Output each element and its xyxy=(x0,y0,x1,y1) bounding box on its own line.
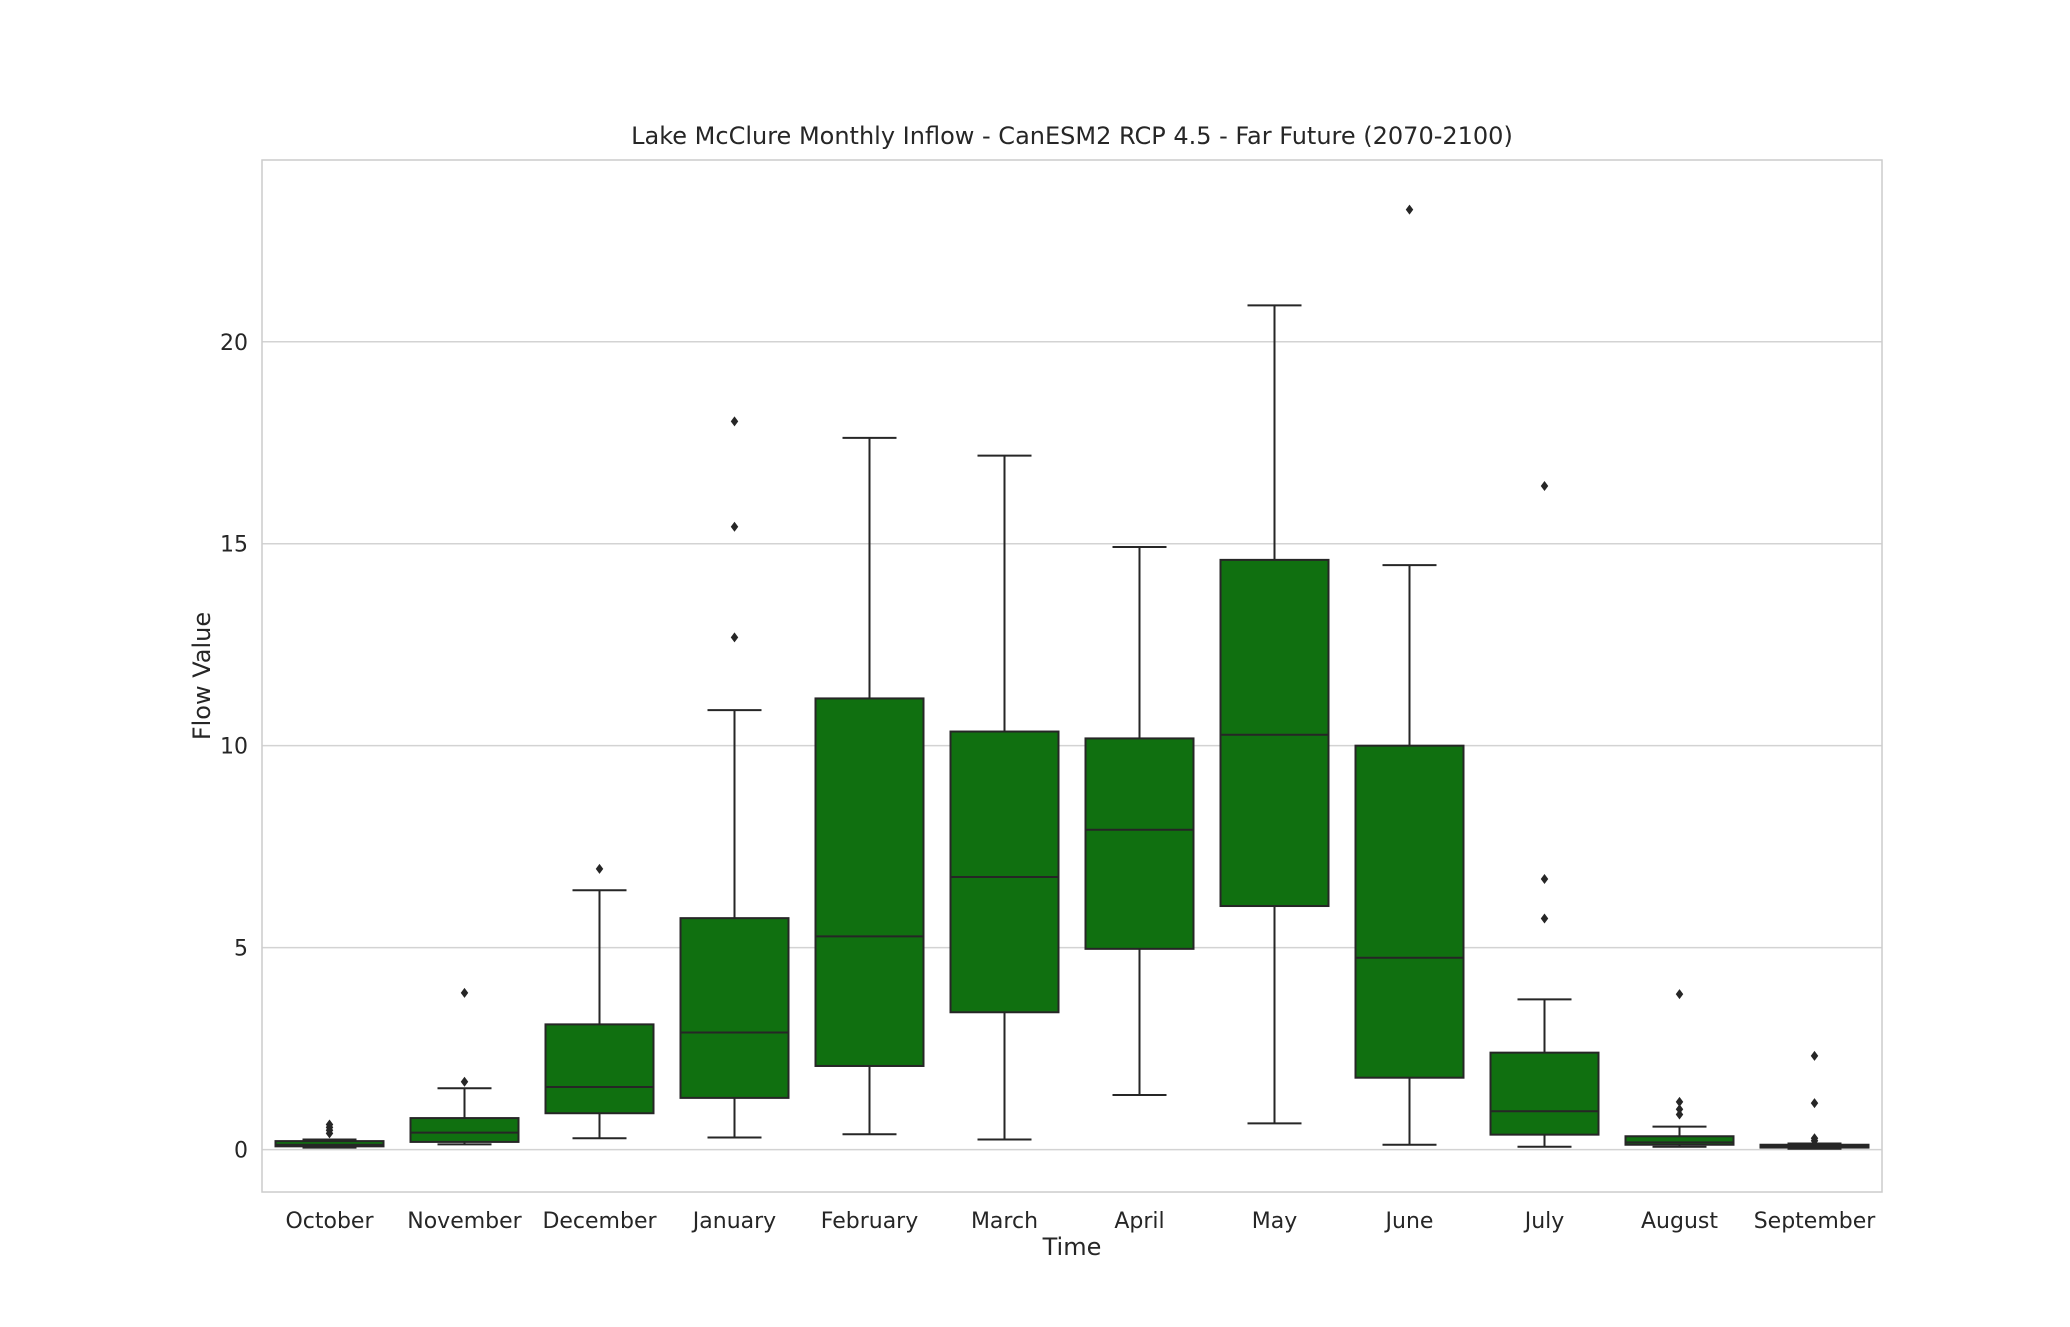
box-group xyxy=(1489,480,1600,1148)
box-group xyxy=(679,416,790,1139)
iqr-box xyxy=(949,730,1060,1014)
outlier-point xyxy=(730,632,739,643)
box-group xyxy=(1084,545,1195,1097)
outlier-point xyxy=(1810,1098,1819,1109)
outlier-point xyxy=(1675,989,1684,1000)
outlier-point xyxy=(730,521,739,532)
x-tick-label: November xyxy=(407,1209,522,1234)
iqr-box xyxy=(814,697,925,1067)
plot-frame xyxy=(261,159,1883,1193)
x-tick-label: February xyxy=(821,1209,919,1234)
y-axis-ticks: 0 5 10 15 20 xyxy=(220,331,248,1164)
x-tick-label: December xyxy=(542,1209,657,1234)
box-group xyxy=(409,987,520,1146)
outlier-point xyxy=(1540,913,1549,924)
y-tick-label: 20 xyxy=(220,331,248,356)
iqr-box xyxy=(409,1117,520,1143)
outlier-point xyxy=(1810,1133,1819,1144)
iqr-box xyxy=(274,1140,385,1148)
y-tick-label: 5 xyxy=(234,937,248,962)
box-group xyxy=(544,863,655,1140)
iqr-box xyxy=(1624,1135,1735,1146)
outlier-point xyxy=(1540,480,1549,491)
x-tick-label: April xyxy=(1114,1209,1164,1234)
x-tick-label: September xyxy=(1754,1209,1877,1234)
y-tick-label: 10 xyxy=(220,735,248,760)
outlier-point xyxy=(325,1119,334,1130)
box-group xyxy=(814,436,925,1136)
box-group xyxy=(1219,304,1330,1125)
y-axis-label: Flow Value xyxy=(188,612,216,740)
x-tick-label: October xyxy=(285,1209,374,1234)
outlier-point xyxy=(595,863,604,874)
iqr-box xyxy=(679,917,790,1099)
outlier-point xyxy=(1675,1096,1684,1107)
box-group xyxy=(1759,1050,1870,1150)
iqr-box xyxy=(1084,737,1195,950)
x-tick-label: June xyxy=(1384,1209,1434,1234)
box-group xyxy=(274,1119,385,1149)
iqr-box xyxy=(1219,558,1330,908)
y-tick-label: 15 xyxy=(220,533,248,558)
outlier-point xyxy=(1675,1104,1684,1115)
x-axis-ticks: October November December January February Ma… xyxy=(285,1209,1876,1234)
box-group xyxy=(949,454,1060,1141)
x-axis-label: Time xyxy=(1042,1233,1102,1261)
outlier-point xyxy=(1405,204,1414,215)
outlier-point xyxy=(730,416,739,427)
x-tick-label: March xyxy=(971,1209,1038,1234)
box-group xyxy=(1354,204,1465,1146)
box-group xyxy=(1624,989,1735,1148)
outlier-point xyxy=(1675,1109,1684,1120)
x-tick-label: January xyxy=(691,1209,776,1234)
outlier-point xyxy=(460,1076,469,1087)
iqr-box xyxy=(544,1023,655,1115)
outlier-point xyxy=(1540,873,1549,884)
outlier-point xyxy=(460,987,469,998)
outlier-point xyxy=(1810,1050,1819,1061)
iqr-box xyxy=(1489,1051,1600,1136)
grid-lines xyxy=(262,341,1882,1151)
x-tick-label: July xyxy=(1523,1209,1565,1234)
iqr-box xyxy=(1354,744,1465,1079)
x-tick-label: May xyxy=(1252,1209,1297,1234)
box-plots xyxy=(274,204,1870,1150)
chart-title: Lake McClure Monthly Inflow - CanESM2 RC… xyxy=(631,122,1513,150)
x-tick-label: August xyxy=(1641,1209,1718,1234)
y-tick-label: 0 xyxy=(234,1139,248,1164)
